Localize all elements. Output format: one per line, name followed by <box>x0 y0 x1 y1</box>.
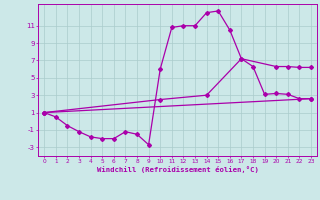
X-axis label: Windchill (Refroidissement éolien,°C): Windchill (Refroidissement éolien,°C) <box>97 166 259 173</box>
